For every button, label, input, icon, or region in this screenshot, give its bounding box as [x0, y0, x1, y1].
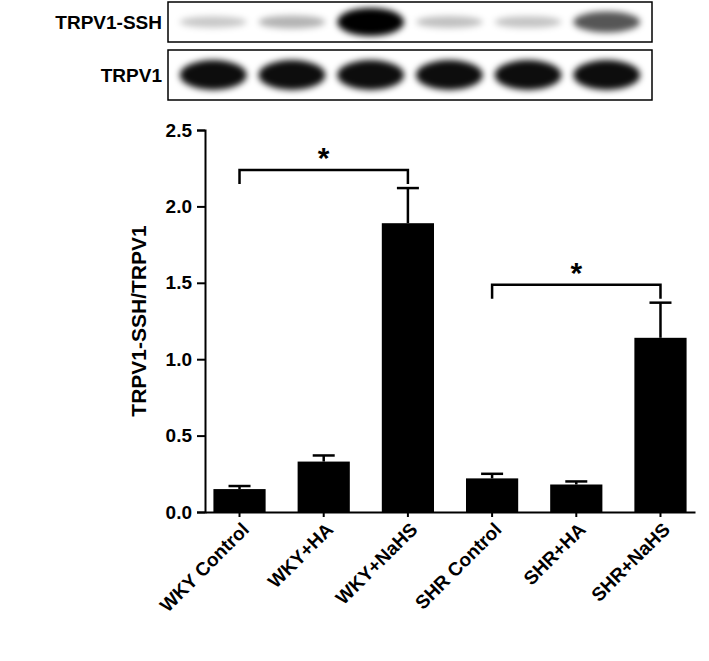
error-cap: [481, 473, 503, 476]
error-bar: [481, 474, 503, 479]
significance-label: *: [570, 256, 582, 289]
x-tick-mark: [659, 512, 661, 517]
x-tick-label: WKY+HA: [264, 518, 338, 592]
blot-band: [495, 60, 562, 90]
bar: [213, 489, 265, 512]
blot-bands: [180, 8, 640, 36]
bar: [298, 462, 350, 512]
y-tick: 0.5: [166, 425, 205, 446]
y-tick: 2.0: [166, 196, 205, 217]
y-axis: 0.0 0.5 1.0 1.5 2.0 2.5: [166, 120, 206, 523]
x-tick-label: SHR+HA: [519, 518, 590, 589]
blot-band: [180, 16, 247, 27]
y-tick-mark: [197, 282, 205, 284]
significance: *: [492, 256, 660, 299]
plot-area: [213, 188, 686, 512]
error-bar: [313, 455, 335, 461]
x-tick: WKY+NaHS: [332, 512, 422, 609]
y-tick-label: 2.5: [166, 120, 193, 141]
x-tick-label: SHR Control: [411, 519, 506, 614]
blot-band: [337, 8, 404, 36]
y-tick-mark: [197, 359, 205, 361]
chart: TRPV1-SSH TRPV1 0.0 0.5 1.0 1.5 2.0 2.5 TRPV1-SS…: [0, 0, 709, 661]
x-axis: WKY ControlWKY+HAWKY+NaHSSHR ControlSHR+…: [156, 512, 696, 616]
error-cap: [313, 454, 335, 457]
bar: [466, 478, 518, 512]
blot-band: [416, 16, 483, 28]
x-axis-line: [206, 512, 696, 514]
y-tick-label: 0.5: [166, 425, 193, 446]
blot-band: [259, 15, 326, 28]
y-tick-mark: [197, 435, 205, 437]
blot-band: [416, 60, 483, 90]
bar: [382, 223, 434, 512]
error-bar: [397, 188, 419, 223]
error-bar: [229, 486, 251, 489]
y-axis-line: [197, 131, 206, 513]
blot-frame: [168, 50, 652, 100]
y-tick: 0.0: [166, 502, 205, 523]
blot-band: [259, 60, 326, 90]
x-tick: SHR+NaHS: [587, 512, 674, 606]
error-stem: [407, 188, 410, 223]
y-tick: 2.5: [166, 120, 205, 141]
y-tick-mark: [197, 206, 205, 208]
y-tick: 1.0: [166, 349, 205, 370]
y-tick-mark: [197, 512, 205, 514]
blot-frame: [168, 2, 652, 42]
error-cap: [565, 480, 587, 483]
blot-bands: [180, 60, 640, 90]
bar: [634, 338, 686, 512]
x-tick-mark: [407, 512, 409, 517]
significance-label: *: [318, 141, 330, 174]
y-tick-label: 2.0: [166, 196, 192, 217]
x-tick: SHR Control: [411, 512, 506, 613]
blot-label: TRPV1: [101, 65, 163, 86]
error-bar: [649, 303, 671, 338]
blot-label: TRPV1-SSH: [55, 12, 162, 33]
blot-band: [180, 60, 247, 90]
error-cap: [397, 187, 419, 190]
error-cap: [649, 301, 671, 304]
y-tick-label: 1.5: [166, 272, 193, 293]
error-cap: [229, 485, 251, 488]
y-tick: 1.5: [166, 272, 205, 293]
y-tick-label: 0.0: [166, 502, 192, 523]
x-tick: WKY Control: [156, 512, 253, 616]
y-tick-label: 1.0: [166, 349, 192, 370]
significance: *: [240, 141, 408, 184]
blot-band: [495, 16, 562, 28]
x-tick-mark: [323, 512, 325, 517]
x-tick-mark: [491, 512, 493, 517]
x-tick: WKY+HA: [264, 512, 338, 592]
blot-band: [573, 60, 640, 90]
x-tick: SHR+HA: [519, 512, 590, 589]
blot-band: [573, 12, 640, 33]
x-tick-mark: [239, 512, 241, 517]
blot-band: [337, 60, 404, 90]
x-tick-label: WKY Control: [156, 519, 253, 616]
y-axis-title: TRPV1-SSH/TRPV1: [127, 225, 150, 417]
y-tick-mark: [197, 130, 205, 132]
error-bar: [565, 481, 587, 484]
x-tick-mark: [575, 512, 577, 517]
x-tick-label: SHR+NaHS: [587, 519, 674, 606]
western-blot: TRPV1-SSH TRPV1: [55, 2, 652, 100]
x-tick-label: WKY+NaHS: [332, 519, 422, 609]
error-stem: [659, 303, 662, 338]
bar: [550, 484, 602, 512]
